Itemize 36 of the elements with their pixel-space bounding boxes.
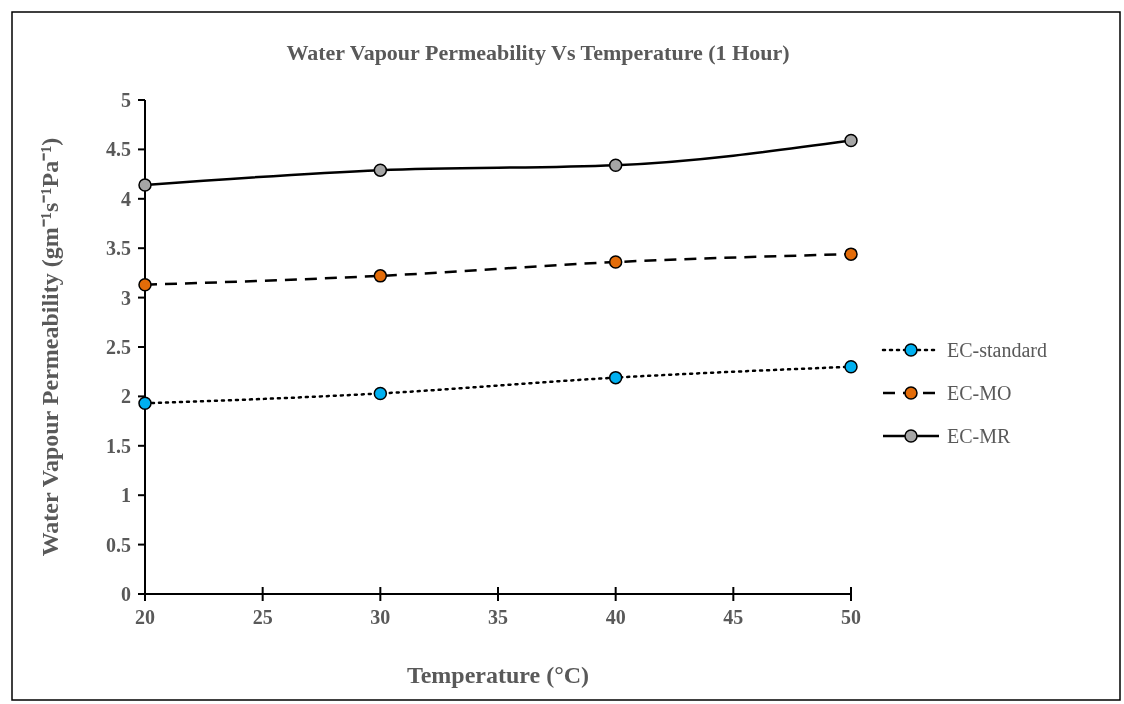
point	[373, 386, 388, 401]
x-tick-label: 45	[723, 606, 744, 628]
y-axis-title: Water Vapour Permeability (gm⁻¹s⁻¹Pa⁻¹)	[37, 137, 63, 557]
point	[608, 255, 623, 269]
point	[844, 133, 858, 148]
legend-label: EC-MO	[947, 382, 1012, 404]
x-axis-title: Temperature (°C)	[406, 662, 590, 688]
x-tick-label: 20	[135, 606, 155, 628]
point	[138, 178, 152, 192]
y-tick-label: 0	[121, 583, 131, 605]
y-tick-label: 3.5	[106, 237, 131, 260]
point	[608, 158, 623, 172]
y-tick-label: 4.5	[106, 138, 131, 161]
chart-title: Water Vapour Permeability Vs Temperature (1 Hour)	[286, 40, 790, 65]
point	[373, 163, 388, 177]
point	[844, 360, 858, 374]
y-tick-label: 4	[121, 187, 131, 210]
x-tick-label: 30	[370, 606, 391, 628]
point	[373, 269, 388, 283]
y-tick-label: 2	[121, 385, 131, 408]
y-tick-label: 3	[121, 286, 131, 309]
x-tick-label: 25	[252, 606, 273, 628]
point	[608, 370, 623, 385]
point	[138, 396, 152, 411]
y-tick-label: 2.5	[106, 336, 131, 358]
legend-label: EC-MR	[947, 425, 1011, 447]
x-tick-label: 40	[605, 606, 626, 628]
legend-label: EC-standard	[947, 339, 1047, 361]
y-tick-label: 5	[121, 89, 131, 111]
y-tick-label: 1.5	[106, 434, 131, 457]
point	[844, 247, 858, 261]
y-tick-label: 1	[121, 484, 131, 507]
x-tick-label: 35	[488, 606, 508, 628]
y-tick-label: 0.5	[106, 533, 131, 556]
x-tick-label: 50	[841, 606, 861, 628]
point	[138, 278, 152, 292]
